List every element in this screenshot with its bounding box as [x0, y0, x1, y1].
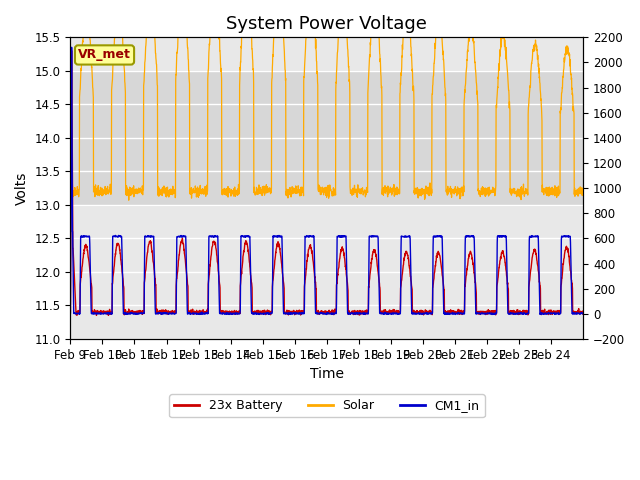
X-axis label: Time: Time	[310, 367, 344, 381]
Bar	[70, 71, 583, 205]
Text: VR_met: VR_met	[78, 48, 131, 61]
Legend: 23x Battery, Solar, CM1_in: 23x Battery, Solar, CM1_in	[169, 394, 484, 417]
Title: System Power Voltage: System Power Voltage	[227, 15, 428, 33]
Y-axis label: Volts: Volts	[15, 171, 29, 205]
